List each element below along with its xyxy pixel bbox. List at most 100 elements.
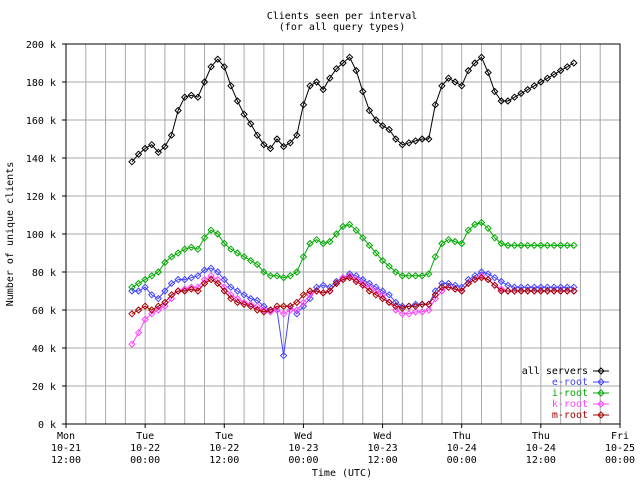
data-point bbox=[464, 66, 473, 75]
data-point bbox=[425, 306, 433, 314]
data-point bbox=[339, 222, 347, 231]
data-point bbox=[227, 245, 235, 253]
x-tick-label: 10-25 bbox=[605, 443, 635, 454]
data-point bbox=[497, 277, 505, 286]
data-point bbox=[471, 275, 479, 284]
series-line bbox=[132, 267, 574, 356]
data-point bbox=[464, 226, 473, 234]
data-point bbox=[134, 329, 143, 337]
data-point bbox=[200, 266, 209, 274]
data-point bbox=[233, 249, 242, 257]
data-point bbox=[332, 64, 341, 73]
data-point bbox=[339, 59, 347, 67]
data-point bbox=[319, 239, 327, 248]
data-point bbox=[497, 239, 505, 248]
data-point bbox=[490, 273, 499, 282]
data-point bbox=[365, 106, 374, 115]
data-point bbox=[451, 237, 459, 246]
data-point bbox=[181, 275, 189, 284]
data-point bbox=[385, 125, 393, 134]
data-point bbox=[405, 139, 413, 147]
y-tick-label: 180 k bbox=[26, 78, 56, 89]
data-point bbox=[148, 306, 156, 314]
data-point bbox=[141, 302, 149, 310]
data-point bbox=[174, 106, 182, 115]
x-tick-label: 10-22 bbox=[209, 443, 239, 454]
data-point bbox=[425, 270, 433, 278]
data-point bbox=[378, 294, 387, 303]
data-point bbox=[134, 306, 143, 314]
data-point bbox=[200, 279, 209, 288]
data-point bbox=[372, 249, 380, 257]
data-point bbox=[352, 277, 360, 286]
data-point bbox=[128, 283, 136, 291]
data-point bbox=[266, 306, 275, 314]
x-tick-label: 10-23 bbox=[288, 443, 318, 454]
data-point bbox=[246, 302, 255, 310]
data-point bbox=[227, 82, 235, 90]
data-point bbox=[279, 142, 288, 151]
data-point bbox=[154, 148, 163, 157]
data-point bbox=[385, 291, 393, 299]
data-point bbox=[161, 258, 169, 267]
x-tick-label: 10-24 bbox=[526, 443, 556, 454]
data-point bbox=[167, 279, 176, 288]
data-point bbox=[207, 63, 215, 71]
data-point bbox=[312, 235, 321, 244]
data-point bbox=[253, 260, 261, 269]
y-axis-label: Number of unique clients bbox=[5, 162, 16, 307]
data-point bbox=[484, 68, 492, 77]
data-point bbox=[227, 283, 235, 291]
data-point bbox=[187, 91, 196, 100]
data-point bbox=[128, 158, 136, 166]
data-point bbox=[220, 275, 228, 284]
data-point bbox=[425, 300, 433, 309]
data-point bbox=[570, 59, 578, 67]
data-point bbox=[227, 294, 235, 303]
y-tick-label: 40 k bbox=[32, 344, 56, 355]
data-point bbox=[359, 279, 367, 288]
data-point bbox=[286, 302, 294, 310]
legend-label: e-root bbox=[552, 377, 588, 388]
data-point bbox=[477, 53, 486, 62]
data-point bbox=[240, 110, 248, 119]
data-point bbox=[233, 97, 242, 105]
data-point bbox=[411, 137, 420, 145]
x-tick-label: 12:00 bbox=[51, 455, 81, 466]
data-point bbox=[200, 234, 209, 242]
data-point bbox=[134, 287, 143, 295]
data-point bbox=[523, 85, 532, 94]
data-point bbox=[220, 63, 228, 71]
x-tick-label: 12:00 bbox=[526, 455, 556, 466]
data-point bbox=[213, 230, 222, 238]
data-point bbox=[345, 273, 354, 282]
legend-marker bbox=[597, 378, 605, 386]
legend-marker bbox=[597, 367, 605, 375]
x-tick-label: Tue bbox=[215, 431, 233, 442]
y-tick-label: 0 k bbox=[38, 420, 56, 431]
data-point bbox=[266, 144, 275, 153]
y-tick-label: 60 k bbox=[32, 306, 56, 317]
data-point bbox=[279, 310, 288, 318]
x-tick-label: 00:00 bbox=[288, 455, 318, 466]
x-tick-label: 10-24 bbox=[447, 443, 477, 454]
legend-label: k-root bbox=[552, 399, 588, 410]
data-point bbox=[477, 273, 486, 282]
legend-label: m-root bbox=[552, 410, 588, 421]
data-point bbox=[293, 131, 301, 139]
data-point bbox=[458, 82, 466, 90]
data-point bbox=[246, 294, 255, 303]
data-point bbox=[161, 298, 169, 307]
data-point bbox=[392, 302, 400, 310]
data-point bbox=[365, 287, 374, 295]
data-point bbox=[550, 70, 558, 79]
data-point bbox=[233, 298, 242, 307]
data-point bbox=[207, 264, 215, 272]
data-point bbox=[504, 97, 512, 105]
data-point bbox=[458, 239, 466, 248]
data-point bbox=[141, 275, 149, 284]
x-tick-label: 00:00 bbox=[130, 455, 160, 466]
y-axis-ticks: 0 k 20 k 40 k 60 k 80 k 100 k 120 k 140 k 160 k 1… bbox=[26, 40, 66, 431]
legend-label: all servers bbox=[522, 366, 588, 377]
